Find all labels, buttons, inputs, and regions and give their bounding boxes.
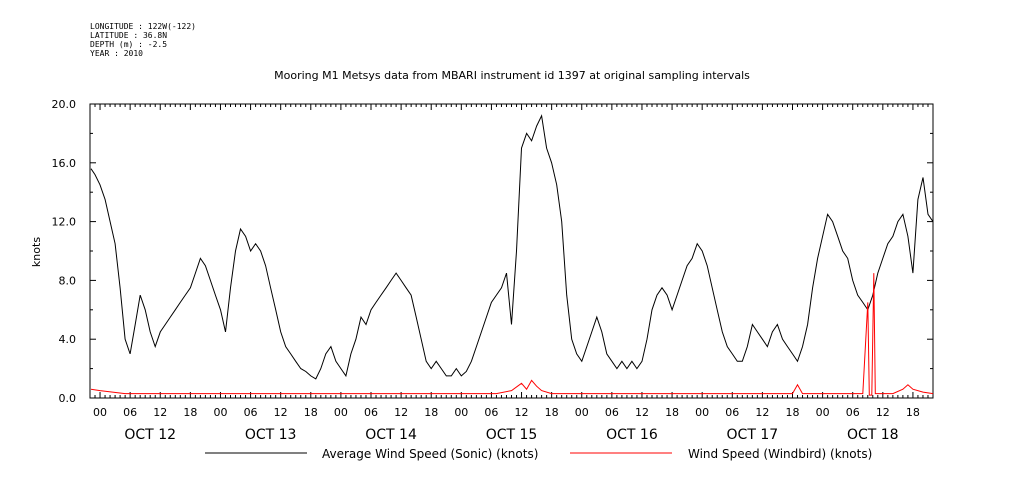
x-day-label: OCT 14	[365, 427, 417, 443]
x-tick-label: 18	[545, 406, 559, 419]
x-tick-label: 00	[334, 406, 348, 419]
y-tick-labels: 0.0 4.0 8.0 12.0 16.0 20.0	[52, 98, 77, 405]
x-day-label: OCT 12	[124, 427, 176, 443]
y-tick-label: 0.0	[59, 392, 77, 405]
depth-label: DEPTH (m) : -2.5	[90, 40, 168, 49]
y-tick-label: 4.0	[59, 333, 77, 346]
x-tick-labels: 00 06 12 18 00 06 12 18 00 06 12 18 00 06 12 18 00 06 12 18…	[93, 406, 920, 419]
x-day-label: OCT 18	[847, 427, 899, 443]
x-tick-label: 06	[605, 406, 619, 419]
x-tick-label: 06	[244, 406, 258, 419]
axis-ticks	[89, 103, 934, 399]
x-tick-label: 18	[304, 406, 318, 419]
x-tick-label: 12	[755, 406, 769, 419]
series-lines	[90, 114, 934, 396]
x-day-label: OCT 17	[727, 427, 779, 443]
legend-label-windbird: Wind Speed (Windbird) (knots)	[688, 447, 872, 461]
x-tick-label: 12	[394, 406, 408, 419]
x-tick-label: 00	[575, 406, 589, 419]
x-day-label: OCT 13	[245, 427, 297, 443]
y-axis-label: knots	[30, 237, 43, 267]
series-line-windbird	[90, 273, 934, 396]
x-tick-label: 00	[695, 406, 709, 419]
y-tick-label: 12.0	[52, 216, 77, 229]
x-tick-label: 12	[635, 406, 649, 419]
x-day-label: OCT 16	[606, 427, 658, 443]
x-tick-label: 18	[424, 406, 438, 419]
x-day-label: OCT 15	[486, 427, 538, 443]
x-tick-label: 06	[484, 406, 498, 419]
x-tick-label: 00	[93, 406, 107, 419]
y-tick-label: 20.0	[52, 98, 77, 111]
x-tick-label: 00	[454, 406, 468, 419]
x-tick-label: 06	[364, 406, 378, 419]
x-tick-label: 12	[274, 406, 288, 419]
year-label: YEAR : 2010	[90, 49, 143, 58]
chart-title: Mooring M1 Metsys data from MBARI instru…	[274, 69, 750, 82]
x-tick-label: 18	[906, 406, 920, 419]
x-tick-label: 12	[515, 406, 529, 419]
legend-label-sonic: Average Wind Speed (Sonic) (knots)	[322, 447, 538, 461]
plot-frame	[89, 103, 934, 399]
longitude-label: LONGITUDE : 122W(-122)	[90, 22, 196, 31]
metadata-block: LONGITUDE : 122W(-122) LATITUDE : 36.8N …	[90, 22, 196, 58]
y-tick-label: 16.0	[52, 157, 77, 170]
x-tick-label: 06	[725, 406, 739, 419]
x-tick-label: 18	[665, 406, 679, 419]
latitude-label: LATITUDE : 36.8N	[90, 31, 168, 40]
x-day-labels: OCT 12 OCT 13 OCT 14 OCT 15 OCT 16 OCT 17 OCT …	[124, 427, 898, 443]
y-tick-label: 8.0	[59, 274, 77, 287]
x-tick-label: 18	[786, 406, 800, 419]
x-tick-label: 12	[153, 406, 167, 419]
x-tick-label: 00	[816, 406, 830, 419]
x-tick-label: 12	[876, 406, 890, 419]
x-tick-label: 06	[846, 406, 860, 419]
legend: Average Wind Speed (Sonic) (knots) Wind …	[205, 447, 872, 461]
x-tick-label: 18	[183, 406, 197, 419]
series-line-sonic	[90, 114, 934, 380]
x-tick-label: 06	[123, 406, 137, 419]
x-tick-label: 00	[213, 406, 227, 419]
